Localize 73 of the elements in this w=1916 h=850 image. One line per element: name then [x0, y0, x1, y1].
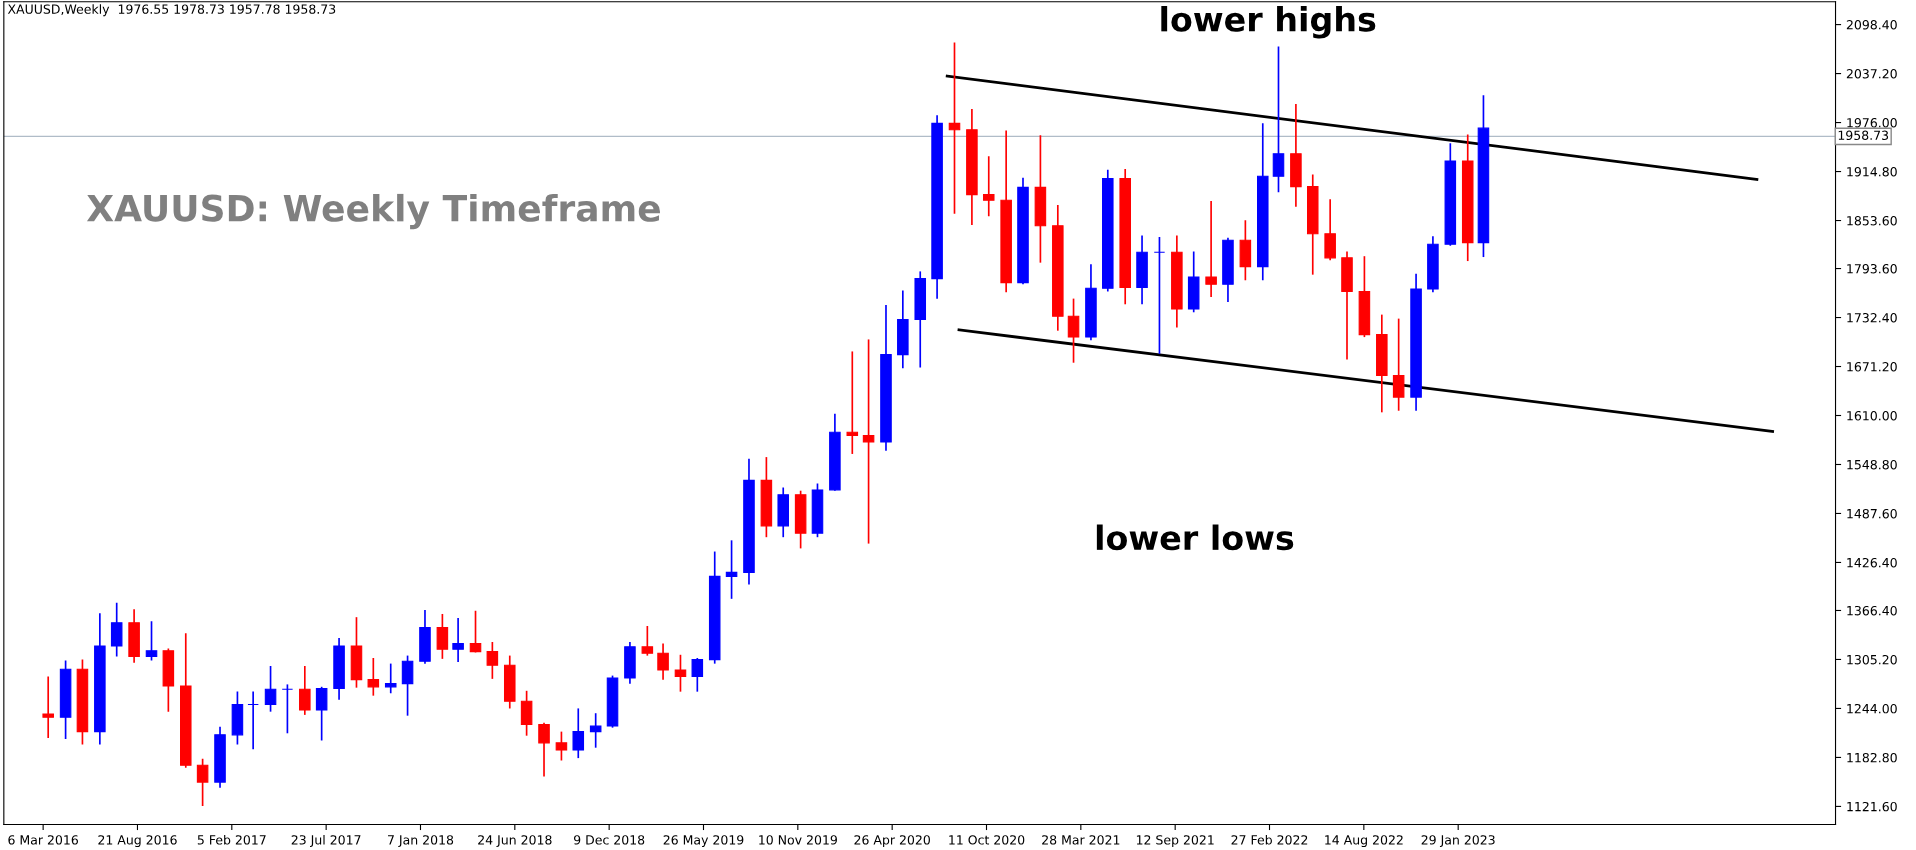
candlestick	[384, 663, 397, 694]
annotation: lower highs	[1161, 6, 1376, 39]
candlestick	[110, 602, 123, 657]
y-tick-label: 1976.00	[1847, 118, 1897, 128]
candlestick	[538, 722, 550, 777]
x-tick-label: 26 Apr 2020	[854, 835, 930, 848]
text: XAUUSD: Weekly Timeframe	[86, 193, 660, 230]
x-tick-label: 29 Jan 2023	[1421, 835, 1495, 847]
candlestick	[641, 625, 654, 656]
y-tick-label: 1793.60	[1847, 264, 1897, 274]
candlestick	[1153, 236, 1166, 354]
candlestick	[469, 610, 482, 653]
candlestick	[1067, 298, 1080, 363]
x-tick-label: 21 Aug 2016	[98, 835, 177, 848]
ref-line-label: 1958.73	[1838, 130, 1889, 141]
x-tick-label: 27 Feb 2022	[1231, 834, 1308, 845]
y-tick-label: 1182.80	[1847, 752, 1897, 763]
y-tick-label: 1732.40	[1847, 313, 1897, 323]
x-tick-label: 6 Mar 2016	[8, 835, 78, 845]
candlestick	[725, 540, 738, 599]
y-tick-label: 1366.40	[1847, 605, 1897, 616]
x-tick-label: 7 Jan 2018	[388, 835, 454, 847]
candlestick	[1392, 318, 1405, 411]
y-tick-label: 1671.20	[1847, 361, 1897, 372]
y-tick-label: 1244.00	[1847, 703, 1897, 714]
y-tick-label: 1914.80	[1847, 167, 1897, 177]
candlestick	[196, 758, 209, 807]
candlestick	[589, 713, 602, 748]
candlestick	[982, 156, 995, 217]
candlestick	[247, 691, 259, 750]
x-tick-label: 9 Dec 2018	[573, 835, 645, 845]
candlestick	[572, 708, 585, 759]
candlestick	[145, 621, 158, 661]
candlestick	[436, 613, 449, 659]
candlestick	[299, 665, 311, 715]
x-tick-label: 24 Jun 2018	[478, 835, 552, 847]
y-tick-label: 1305.20	[1847, 654, 1897, 665]
candlestick	[264, 665, 277, 712]
x-tick-label: 14 Aug 2022	[1325, 835, 1403, 848]
x-tick-label: 5 Feb 2017	[197, 834, 266, 845]
candlestick	[691, 657, 704, 692]
annotation: XAUUSD,Weekly 1976.55 1978.73 1957.78 1958.73	[7, 4, 336, 17]
y-tick-label: 1853.60	[1847, 216, 1897, 226]
candlestick	[281, 684, 294, 734]
candlestick	[657, 643, 669, 680]
candlestick	[520, 690, 533, 736]
y-tick-label: 1548.80	[1847, 459, 1897, 470]
y-tick-label: 2098.40	[1846, 20, 1897, 30]
candlestick	[674, 654, 687, 692]
candlestick	[401, 655, 414, 716]
candlestick	[846, 351, 859, 454]
x-tick-label: 26 May 2019	[663, 835, 744, 848]
x-tick-label: 10 Nov 2019	[759, 835, 837, 845]
x-tick-label: 11 Oct 2020	[949, 835, 1025, 845]
candlestick	[555, 731, 568, 761]
y-tick-label: 1487.60	[1847, 508, 1897, 519]
candlestick	[948, 42, 961, 214]
candlestick	[1272, 46, 1285, 193]
y-tick-label: 1426.40	[1847, 557, 1897, 568]
candlestick	[1205, 200, 1217, 298]
annotation: lower lows	[1096, 524, 1294, 551]
candlestick	[367, 657, 380, 696]
candlestick	[452, 617, 464, 663]
y-tick-label: 1610.00	[1847, 410, 1897, 421]
x-tick-label: 12 Sep 2021	[1136, 835, 1214, 848]
x-tick-label: 28 Mar 2021	[1042, 835, 1120, 845]
y-tick-label: 1121.60	[1847, 801, 1897, 812]
candlestick	[42, 676, 54, 739]
y-tick-label: 2037.20	[1846, 69, 1897, 79]
candlestick	[862, 339, 875, 544]
candlestick	[486, 641, 499, 679]
candlestick	[315, 686, 328, 741]
x-tick-label: 23 Jul 2017	[291, 834, 361, 847]
